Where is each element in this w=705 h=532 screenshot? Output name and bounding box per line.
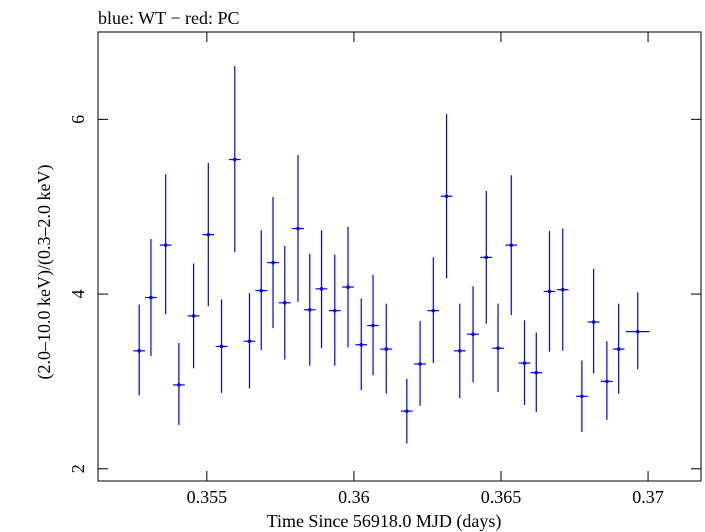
data-point bbox=[625, 292, 650, 370]
x-tick-label: 0.36 bbox=[338, 487, 370, 507]
data-point bbox=[575, 360, 588, 433]
point-marker bbox=[359, 342, 364, 347]
data-point bbox=[380, 303, 393, 394]
point-marker bbox=[259, 288, 264, 293]
point-marker bbox=[484, 255, 489, 260]
point-marker bbox=[560, 287, 565, 292]
point-marker bbox=[605, 379, 609, 384]
point-marker bbox=[219, 344, 224, 349]
point-marker bbox=[384, 347, 389, 351]
x-tick-label: 0.365 bbox=[481, 487, 522, 507]
data-point bbox=[342, 226, 354, 348]
y-tick-label: 4 bbox=[68, 290, 88, 299]
point-marker bbox=[307, 307, 312, 312]
point-marker bbox=[418, 362, 422, 366]
point-marker bbox=[177, 383, 181, 387]
data-point bbox=[328, 254, 341, 366]
data-point bbox=[145, 239, 157, 357]
point-marker bbox=[206, 232, 211, 237]
data-point bbox=[315, 230, 328, 349]
point-marker bbox=[616, 347, 621, 351]
data-point bbox=[243, 293, 256, 389]
point-marker bbox=[296, 226, 300, 231]
point-marker bbox=[635, 329, 640, 334]
point-marker bbox=[496, 346, 500, 351]
data-point bbox=[173, 342, 185, 426]
data-point bbox=[303, 253, 316, 366]
data-point bbox=[453, 303, 466, 399]
x-tick-label: 0.355 bbox=[187, 487, 228, 507]
data-point bbox=[202, 163, 215, 307]
data-point bbox=[427, 257, 440, 364]
x-tick-label: 0.37 bbox=[632, 487, 664, 507]
data-point bbox=[400, 378, 413, 444]
point-marker bbox=[232, 157, 237, 162]
data-point bbox=[612, 303, 625, 394]
data-point bbox=[278, 246, 291, 360]
data-point bbox=[480, 190, 493, 324]
plot-frame bbox=[97, 31, 702, 482]
point-marker bbox=[522, 361, 527, 365]
point-marker bbox=[137, 349, 141, 353]
axes: 0.355 0.36 0.365 0.37 2 4 6 bbox=[68, 32, 701, 507]
point-marker bbox=[319, 287, 324, 291]
y-tick-label: 6 bbox=[68, 115, 88, 124]
data-point bbox=[543, 231, 556, 352]
point-marker bbox=[149, 295, 153, 300]
point-marker bbox=[282, 300, 287, 305]
x-axis-label: Time Since 56918.0 MJD (days) bbox=[267, 511, 502, 532]
data-point bbox=[518, 320, 531, 406]
point-marker bbox=[405, 409, 409, 413]
point-marker bbox=[163, 243, 168, 247]
point-marker bbox=[580, 394, 584, 399]
point-marker bbox=[332, 308, 337, 313]
data-point bbox=[530, 332, 543, 412]
chart-title: blue: WT − red: PC bbox=[98, 8, 239, 28]
data-point bbox=[492, 303, 504, 392]
point-marker bbox=[509, 243, 514, 247]
data-point bbox=[267, 197, 279, 329]
data-point bbox=[505, 175, 518, 316]
data-point bbox=[255, 230, 268, 350]
point-marker bbox=[444, 194, 449, 199]
data-point bbox=[228, 66, 241, 253]
data-point bbox=[215, 299, 228, 393]
data-point bbox=[556, 228, 569, 351]
data-point bbox=[159, 174, 172, 315]
data-point bbox=[355, 298, 368, 391]
point-marker bbox=[458, 349, 462, 353]
point-marker bbox=[191, 314, 196, 318]
point-marker bbox=[431, 308, 436, 313]
data-point bbox=[414, 321, 426, 406]
point-marker bbox=[371, 323, 375, 328]
data-point bbox=[292, 155, 304, 302]
point-marker bbox=[547, 289, 552, 294]
data-point bbox=[467, 286, 479, 383]
point-marker bbox=[591, 320, 596, 324]
point-marker bbox=[346, 285, 350, 289]
data-point bbox=[440, 114, 453, 279]
data-point bbox=[587, 268, 600, 374]
point-marker bbox=[471, 332, 475, 337]
y-tick-label: 2 bbox=[68, 464, 88, 473]
data-point bbox=[187, 263, 200, 369]
data-point bbox=[367, 274, 379, 376]
data-points bbox=[133, 66, 650, 444]
point-marker bbox=[534, 370, 539, 375]
point-marker bbox=[271, 260, 275, 265]
data-point bbox=[600, 341, 613, 420]
point-marker bbox=[247, 339, 252, 344]
y-axis-label: (2.0–10.0 keV)/(0.3–2.0 keV) bbox=[34, 165, 55, 380]
data-point bbox=[133, 304, 146, 396]
